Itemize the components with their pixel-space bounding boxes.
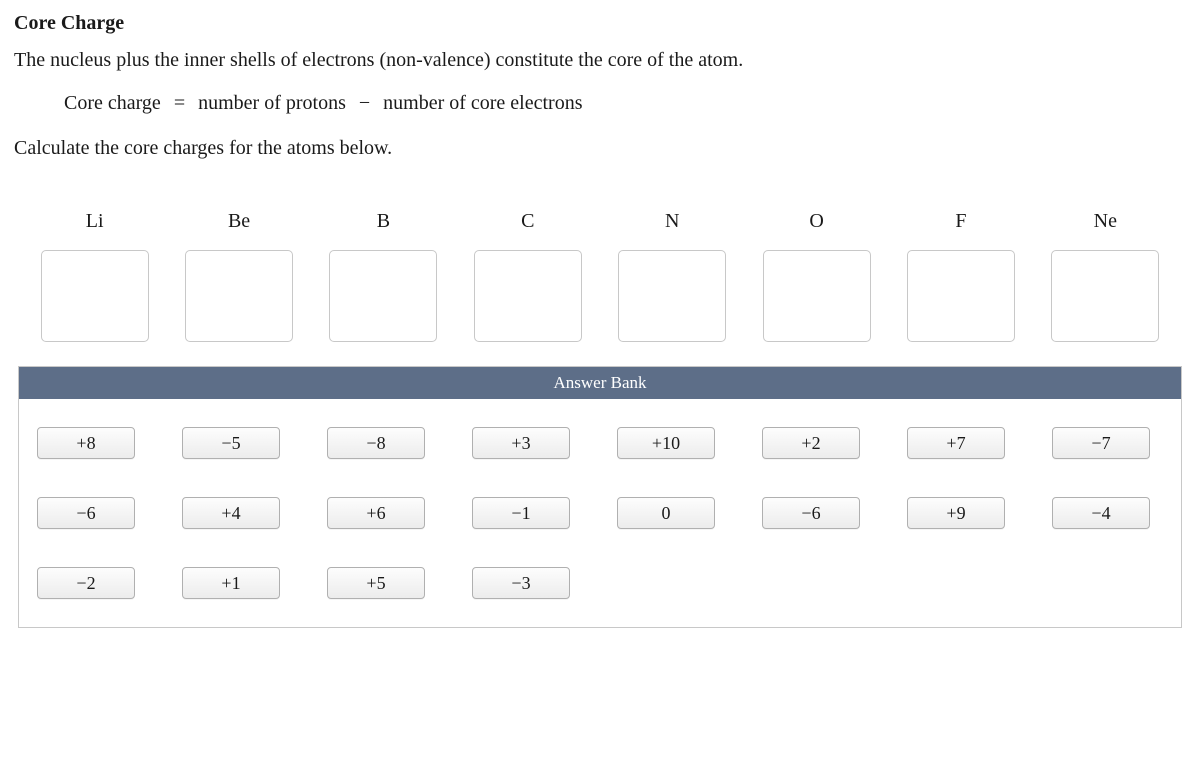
answer-chip[interactable]: 0	[617, 497, 715, 529]
answer-chip[interactable]: +2	[762, 427, 860, 459]
answer-chip[interactable]: −4	[1052, 497, 1150, 529]
bank-row: −2 +1 +5 −3	[37, 567, 1163, 599]
atom-col: N	[618, 210, 727, 342]
page-title: Core Charge	[14, 12, 1186, 35]
answer-chip[interactable]: +9	[907, 497, 1005, 529]
answer-chip[interactable]: +4	[182, 497, 280, 529]
answer-chip[interactable]: −1	[472, 497, 570, 529]
answer-chip[interactable]: +6	[327, 497, 425, 529]
answer-chip[interactable]: −5	[182, 427, 280, 459]
atom-label: F	[955, 210, 966, 234]
atom-label: Be	[228, 210, 250, 234]
instruction-text: Calculate the core charges for the atoms…	[14, 137, 1186, 160]
answer-bank-header: Answer Bank	[19, 367, 1181, 399]
atom-label: O	[809, 210, 823, 234]
atom-col: C	[473, 210, 582, 342]
atom-label: Li	[86, 210, 104, 234]
dropzone-b[interactable]	[329, 250, 437, 342]
dropzone-li[interactable]	[41, 250, 149, 342]
answer-chip[interactable]: +8	[37, 427, 135, 459]
dropzone-be[interactable]	[185, 250, 293, 342]
answer-chip[interactable]: +3	[472, 427, 570, 459]
answer-chip[interactable]: −2	[37, 567, 135, 599]
answer-bank: Answer Bank +8 −5 −8 +3 +10 +2 +7 −7 −6 …	[18, 366, 1182, 628]
answer-chip[interactable]: +7	[907, 427, 1005, 459]
atom-row: Li Be B C N O F Ne	[14, 210, 1186, 358]
dropzone-n[interactable]	[618, 250, 726, 342]
atom-label: B	[377, 210, 390, 234]
atom-col: F	[906, 210, 1015, 342]
answer-chip[interactable]: +1	[182, 567, 280, 599]
answer-chip[interactable]: +10	[617, 427, 715, 459]
answer-chip[interactable]: −8	[327, 427, 425, 459]
atom-col: B	[329, 210, 438, 342]
formula-rhs-a: number of protons	[198, 92, 346, 114]
dropzone-c[interactable]	[474, 250, 582, 342]
answer-chip[interactable]: −6	[762, 497, 860, 529]
atom-col: Li	[40, 210, 149, 342]
atom-label: N	[665, 210, 679, 234]
bank-row: −6 +4 +6 −1 0 −6 +9 −4	[37, 497, 1163, 529]
answer-chip[interactable]: −6	[37, 497, 135, 529]
atom-col: Ne	[1051, 210, 1160, 342]
formula-equals: =	[174, 92, 185, 114]
formula-lhs: Core charge	[64, 92, 161, 114]
atom-label: Ne	[1094, 210, 1117, 234]
dropzone-f[interactable]	[907, 250, 1015, 342]
formula: Core charge = number of protons − number…	[64, 92, 1186, 115]
answer-bank-body: +8 −5 −8 +3 +10 +2 +7 −7 −6 +4 +6 −1 0 −…	[19, 399, 1181, 627]
answer-chip[interactable]: −3	[472, 567, 570, 599]
intro-text: The nucleus plus the inner shells of ele…	[14, 49, 1186, 72]
answer-chip[interactable]: +5	[327, 567, 425, 599]
atom-col: O	[762, 210, 871, 342]
formula-rhs-b: number of core electrons	[383, 92, 582, 114]
atom-label: C	[521, 210, 534, 234]
atom-col: Be	[184, 210, 293, 342]
dropzone-ne[interactable]	[1051, 250, 1159, 342]
formula-minus: −	[359, 92, 370, 114]
answer-chip[interactable]: −7	[1052, 427, 1150, 459]
bank-row: +8 −5 −8 +3 +10 +2 +7 −7	[37, 427, 1163, 459]
dropzone-o[interactable]	[763, 250, 871, 342]
